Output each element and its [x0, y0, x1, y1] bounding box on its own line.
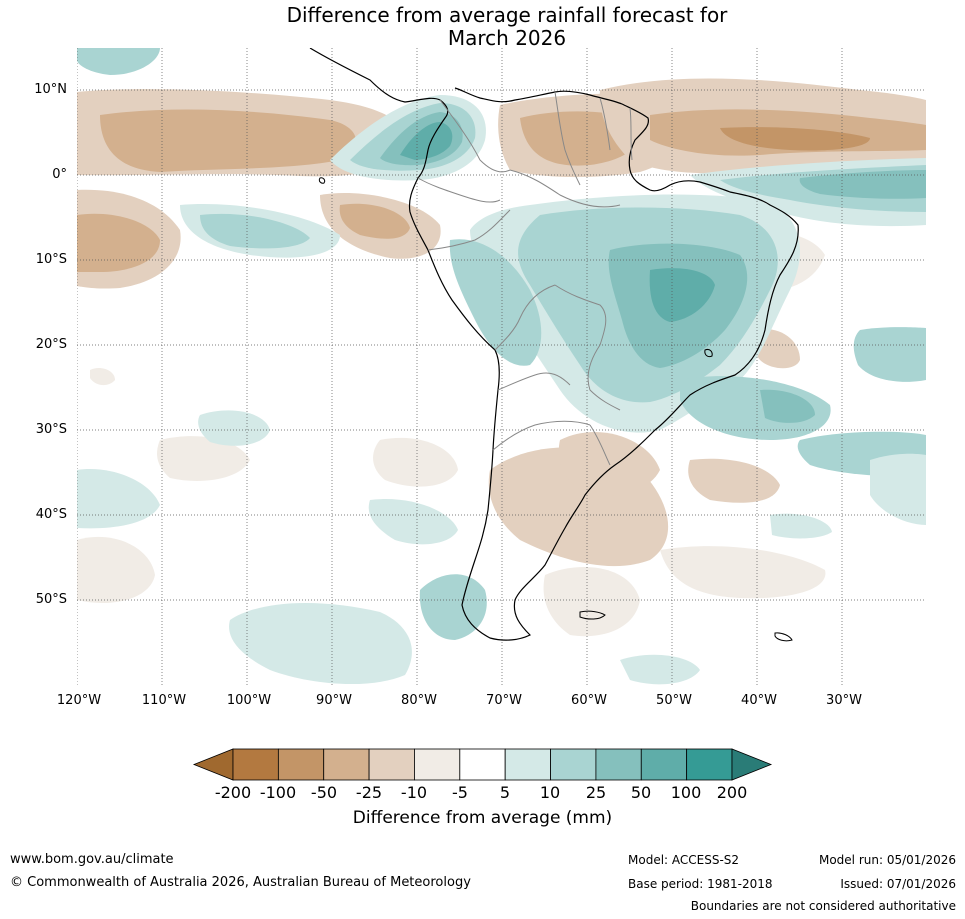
wet-region-atlantic-east-40s	[870, 453, 926, 525]
lat-label-20s: 20°S	[35, 337, 67, 352]
wet-region-se-atlantic	[770, 513, 832, 539]
dry-region-south-pacific-1	[157, 436, 250, 481]
colorbar-low-extend	[192, 748, 234, 781]
wet-region-south-atlantic-east	[680, 376, 831, 440]
lat-label-0: 0°	[52, 167, 67, 182]
colorbar-swatch	[640, 748, 688, 781]
lat-label-10n: 10°N	[34, 82, 67, 97]
colorbar-label: -25	[355, 783, 383, 802]
dry-region-pacific-eq-inner	[77, 213, 160, 272]
dry-region-se-atlantic	[688, 458, 780, 503]
title-line-2: March 2026	[447, 26, 567, 50]
lon-label-120w: 120°W	[56, 693, 102, 708]
lon-label-90w: 90°W	[316, 693, 352, 708]
colorbar-swatch	[323, 748, 370, 781]
wet-region-pacific-40s-west	[77, 469, 160, 529]
lat-label-50s: 50°S	[35, 592, 67, 607]
lon-label-110w: 110°W	[141, 693, 187, 708]
dry-region-north-pacific-inner	[100, 109, 357, 172]
colorbar-label: -100	[259, 783, 297, 802]
wet-anomaly-areas	[77, 48, 926, 685]
dry-region-atlantic-north-core	[720, 127, 870, 151]
wet-region-brazil-central-4	[649, 268, 715, 322]
lat-label-30s: 30°S	[35, 422, 67, 437]
wet-region-pacific-30s	[198, 410, 270, 446]
colorbar-label: -10	[400, 783, 428, 802]
wet-region-atlantic-eq-3	[799, 170, 926, 199]
country-borders	[417, 91, 633, 466]
colorbar-label: 25	[585, 783, 607, 802]
lon-label-80w: 80°W	[401, 693, 437, 708]
lon-label-40w: 40°W	[741, 693, 777, 708]
wet-region-drake	[620, 654, 700, 685]
coastline	[309, 48, 799, 641]
colorbar-label: 50	[630, 783, 652, 802]
map-gridlines	[77, 48, 926, 685]
colorbar-swatch	[368, 748, 415, 781]
wet-region-pacific-45s	[368, 499, 458, 545]
dry-region-south-atlantic	[660, 546, 826, 599]
wet-region-colombia-pacific-4	[400, 122, 453, 160]
colorbar-label: 5	[499, 783, 511, 802]
colorbar-swatch	[504, 748, 551, 781]
dry-region-southern-argentina	[543, 567, 640, 637]
colorbar-label: 10	[539, 783, 561, 802]
chart-title: Difference from average rainfall forecas…	[0, 4, 965, 50]
copyright-text: © Commonwealth of Australia 2026, Austra…	[10, 875, 471, 890]
colorbar-swatch	[459, 748, 506, 781]
wet-region-pacific-nw	[77, 48, 160, 75]
dry-region-pacific-tiny	[90, 368, 115, 386]
colorbar-swatch	[686, 748, 733, 781]
wet-region-peru-bolivia	[449, 239, 542, 366]
dry-region-south-pacific-2	[77, 536, 155, 603]
map-anomaly-layer	[77, 48, 926, 685]
model-run-date: Model run: 05/01/2026	[818, 853, 956, 867]
lon-label-60w: 60°W	[571, 693, 607, 708]
lon-label-30w: 30°W	[826, 693, 862, 708]
title-line-1: Difference from average rainfall forecas…	[286, 3, 728, 27]
lat-label-40s: 40°S	[35, 507, 67, 522]
lon-label-50w: 50°W	[656, 693, 692, 708]
model-name: Model: ACCESS-S2	[628, 853, 740, 867]
base-period: Base period: 1981-2018	[628, 877, 773, 891]
colorbar-title: Difference from average (mm)	[352, 808, 613, 828]
wet-region-south-pacific-55s	[229, 602, 412, 685]
colorbar-label: -5	[452, 783, 468, 802]
colorbar-swatch	[414, 748, 461, 781]
wet-region-patagonia	[419, 574, 487, 640]
wet-region-south-atlantic-east-2	[760, 389, 815, 423]
colorbar-swatch	[550, 748, 597, 781]
dry-region-south-pacific-east	[373, 437, 458, 487]
issued-date: Issued: 07/01/2026	[840, 877, 956, 891]
colorbar-boxes	[232, 748, 733, 781]
colorbar-high-extend	[731, 748, 773, 781]
colorbar-swatch	[277, 748, 325, 781]
website-link[interactable]: www.bom.gov.au/climate	[10, 852, 174, 867]
boundaries-disclaimer: Boundaries are not considered authoritat…	[690, 899, 956, 913]
colorbar-label: 200	[716, 783, 748, 802]
colorbar-label: 100	[670, 783, 702, 802]
colorbar-swatch	[595, 748, 642, 781]
lon-label-70w: 70°W	[486, 693, 522, 708]
wet-region-atlantic-20s	[853, 327, 926, 382]
colorbar-label: -50	[310, 783, 338, 802]
lat-label-10s: 10°S	[35, 252, 67, 267]
colorbar	[192, 748, 773, 781]
dry-region-galapagos-inner	[339, 203, 410, 239]
colorbar-swatch	[232, 748, 279, 781]
islands	[318, 177, 793, 642]
colorbar-label: -200	[214, 783, 252, 802]
lon-label-100w: 100°W	[226, 693, 272, 708]
wet-region-tropical-pacific-2	[200, 213, 310, 249]
